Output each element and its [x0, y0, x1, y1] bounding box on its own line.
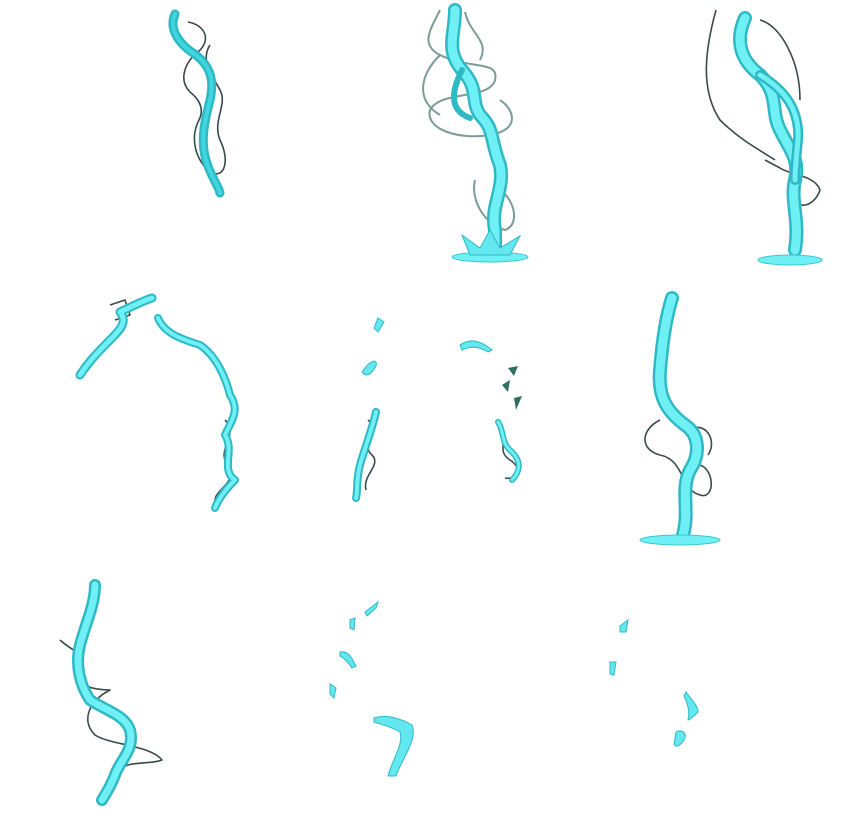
tube-highlight [655, 293, 702, 540]
tube-highlight [447, 5, 506, 255]
tube-highlight [735, 13, 801, 255]
tube-highlight [496, 420, 521, 482]
fragment [673, 730, 686, 747]
wire [705, 9, 821, 206]
tube-highlight [354, 410, 378, 500]
root [460, 228, 522, 256]
panel-4 [75, 293, 239, 512]
fragment [361, 360, 377, 376]
fragment [339, 651, 357, 669]
tube-branch [450, 67, 473, 121]
tube-highlight [77, 295, 155, 378]
tube-highlight [171, 12, 222, 195]
panel-8 [329, 600, 414, 777]
fragment [373, 715, 414, 777]
fragment [364, 600, 379, 617]
fragment [329, 683, 337, 700]
wire [422, 9, 515, 231]
fragment [459, 340, 493, 353]
fragment [619, 618, 629, 633]
fragment [609, 661, 617, 676]
panel-6 [639, 291, 721, 546]
tube-highlight [156, 316, 237, 510]
base-disc [757, 254, 823, 266]
fragment [683, 691, 699, 721]
panel-3 [705, 9, 823, 266]
fragment [349, 617, 356, 631]
panel-7 [59, 579, 163, 806]
dark-fragment [502, 366, 522, 410]
tube-highlight [74, 581, 135, 804]
fragment [373, 317, 385, 333]
panel-9 [609, 618, 699, 747]
panel-5 [352, 317, 522, 502]
panel-2 [422, 3, 529, 263]
panel-1 [168, 9, 226, 198]
tube-branch-highlight [757, 72, 801, 183]
base-disc [639, 534, 721, 546]
